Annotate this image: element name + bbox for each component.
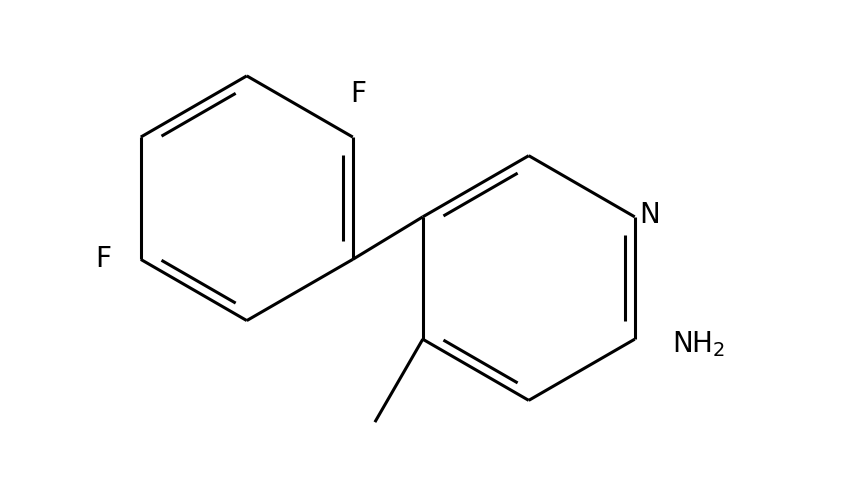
Text: N: N <box>639 201 660 229</box>
Text: F: F <box>95 246 111 273</box>
Text: NH$_2$: NH$_2$ <box>672 330 725 360</box>
Text: F: F <box>350 80 366 109</box>
